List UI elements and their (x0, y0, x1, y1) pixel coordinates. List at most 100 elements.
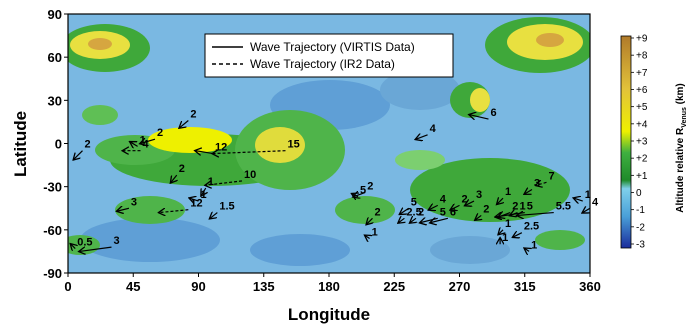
trajectory-arrow (525, 190, 533, 194)
x-tick-label: 315 (514, 279, 536, 294)
trajectory-label: 12 (215, 142, 227, 154)
y-tick-label: 90 (48, 7, 62, 22)
trajectory-label: 2 (512, 201, 518, 213)
trajectory-arrow (451, 205, 460, 209)
x-axis-label: Longitude (288, 305, 370, 324)
trajectory-arrow (141, 139, 156, 143)
trajectory-label: 1 (520, 201, 526, 213)
y-axis-ticks: 90 60 30 0 -30 -60 -90 (43, 7, 68, 281)
trajectory-arrow (74, 150, 83, 160)
trajectory-label: 10 (244, 169, 256, 181)
trajectory-label: 1.5 (219, 201, 234, 213)
trajectory-label: 3 (534, 178, 540, 190)
trajectory-arrow (410, 218, 416, 222)
trajectory-arrow (400, 208, 410, 214)
y-tick-label: -90 (43, 266, 62, 281)
colorbar-title: Altitude relative RVenus (km) (675, 83, 688, 213)
y-tick-label: 60 (48, 50, 62, 65)
trajectory-arrow (465, 201, 475, 205)
trajectory-label: 15 (288, 139, 300, 151)
colorbar: +9 +8 +7 +6 +5 +4 +3 +2 +1 0 -1 -2 -3 Altitude relat… (620, 34, 688, 251)
trajectory-arrow (499, 230, 503, 234)
colorbar-tick-label: +7 (636, 68, 648, 79)
trajectory-arrow (513, 233, 523, 237)
colorbar-tick-label: -3 (636, 240, 645, 251)
trajectory-label: 6 (450, 206, 456, 218)
trajectory-label: 2.5 (406, 206, 421, 218)
trajectory-arrow (171, 174, 177, 182)
trajectory-arrow (431, 218, 449, 222)
trajectory-arrow (213, 151, 286, 154)
trajectory-label: 0.5 (77, 237, 92, 249)
trajectory-arrow (470, 115, 489, 119)
colorbar-tick-label: +3 (636, 137, 648, 148)
trajectory-label: 5 (411, 196, 417, 208)
colorbar-tick-label: +1 (636, 171, 648, 182)
trajectory-label: 1 (531, 239, 537, 251)
trajectory-label: 1 (505, 218, 511, 230)
colorbar-tick-label: -2 (636, 222, 645, 233)
trajectory-label: 5.5 (556, 201, 571, 213)
colorbar-tick-label: 0 (636, 188, 642, 199)
trajectory-label: 1 (201, 189, 207, 201)
trajectory-label: 7 (549, 170, 555, 182)
x-tick-label: 0 (64, 279, 71, 294)
colorbar-gradient (620, 35, 632, 249)
trajectory-arrow (525, 249, 529, 252)
trajectory-arrow (210, 213, 218, 219)
trajectory-label: 2 (375, 206, 381, 218)
trajectory-arrow (367, 218, 373, 224)
trajectory-arrow (201, 187, 205, 195)
legend-dashed-label: Wave Trajectory (IR2 Data) (250, 57, 395, 71)
trajectory-arrow (80, 246, 112, 251)
colorbar-tick-label: +4 (636, 119, 648, 130)
x-tick-label: 90 (191, 279, 205, 294)
colorbar-tick-label: +5 (636, 102, 648, 113)
trajectory-label: 4 (440, 193, 447, 205)
colorbar-tick-label: +8 (636, 51, 648, 62)
trajectory-arrow (196, 151, 214, 154)
trajectory-label: 1 (502, 232, 508, 244)
trajectory-label: 4 (430, 123, 437, 135)
colorbar-tick-label: -1 (636, 205, 645, 216)
trajectory-label: 2.5 (524, 221, 539, 233)
trajectory-label: 1 (140, 134, 146, 146)
trajectory-label: 2 (190, 108, 196, 120)
y-tick-label: -60 (43, 223, 62, 238)
trajectory-arrow (206, 180, 243, 185)
trajectory-arrow (190, 198, 199, 201)
trajectory-arrow (130, 142, 138, 146)
trajectory-arrow (117, 208, 130, 211)
trajectory-label: 12 (190, 198, 202, 210)
trajectory-label: 2 (367, 180, 373, 192)
y-tick-label: -30 (43, 180, 62, 195)
trajectory-label: 1 (585, 189, 591, 201)
trajectory-arrow (583, 208, 591, 212)
trajectory-arrow (399, 218, 405, 222)
trajectory-label: 1 (372, 226, 378, 238)
trajectory-arrow (574, 198, 583, 201)
legend-box (204, 33, 454, 78)
trajectory-label: 4 (592, 196, 599, 208)
trajectory-label: 6 (491, 107, 497, 119)
trajectory-label: 1 (505, 186, 511, 198)
trajectory-arrow (352, 194, 358, 197)
trajectory-label: 3 (114, 235, 120, 247)
x-axis-ticks: 0 45 90 135 180 225 270 315 360 (64, 273, 601, 294)
colorbar-tick-label: +9 (636, 34, 648, 45)
trajectory-arrow (518, 213, 554, 216)
trajectory-arrow (536, 182, 547, 185)
trajectory-label: 2 (85, 139, 91, 151)
legend-solid-label: Wave Trajectory (VIRTIS Data) (250, 40, 415, 54)
legend: Wave Trajectory (VIRTIS Data) Wave Traje… (204, 33, 454, 78)
trajectory-label: 5 (440, 206, 446, 218)
trajectory-label: 2 (179, 163, 185, 175)
y-axis-label: Latitude (11, 111, 30, 177)
trajectory-arrow (416, 135, 428, 139)
trajectory-label: 2 (418, 206, 424, 218)
colorbar-ticks: +9 +8 +7 +6 +5 +4 +3 +2 +1 0 -1 -2 -3 (631, 34, 648, 251)
trajectory-label: 5 (527, 201, 533, 213)
